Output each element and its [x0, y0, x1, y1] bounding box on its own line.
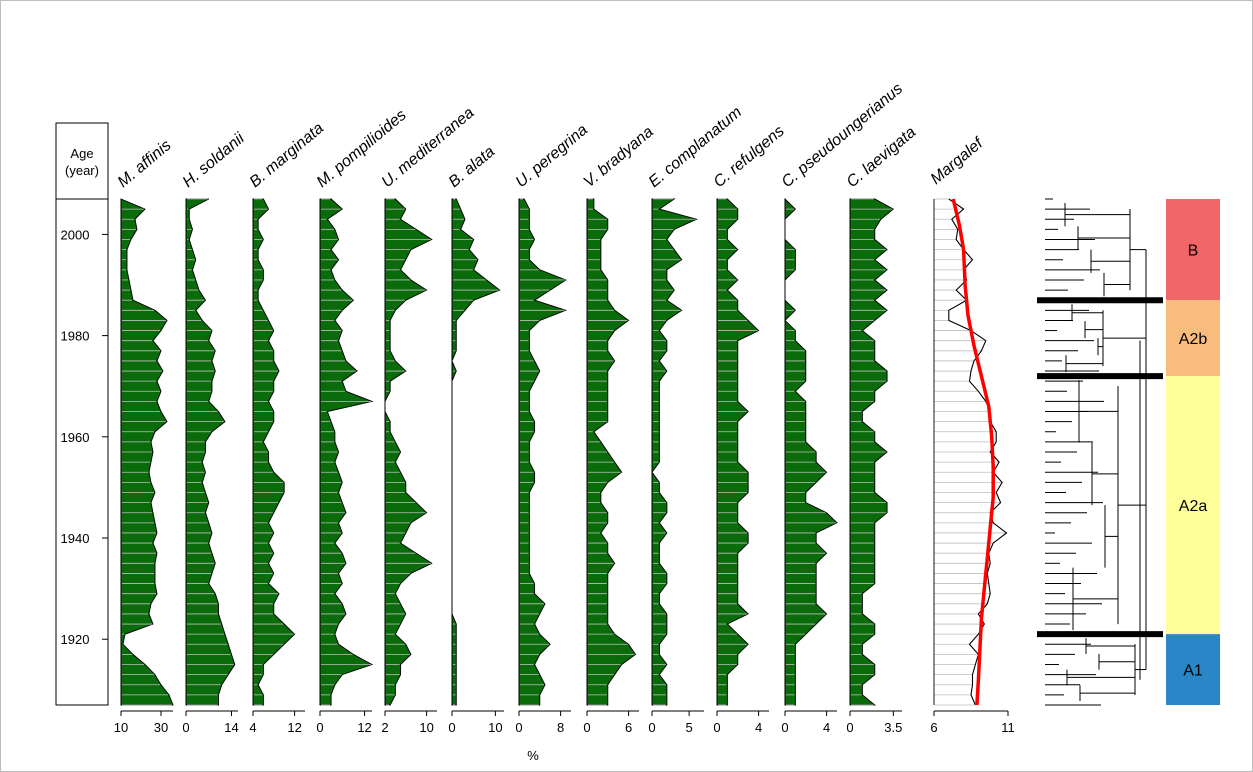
series-area: [716, 198, 760, 706]
series-area: [451, 198, 501, 706]
zone-band: [1166, 376, 1220, 635]
x-tick-label: 3.5: [884, 720, 902, 735]
zone-band: [1166, 199, 1220, 301]
diversity-trend-line: [951, 198, 995, 706]
x-tick-label: 30: [154, 720, 168, 735]
x-tick-label: 6: [930, 720, 937, 735]
zone-label: A2a: [1179, 498, 1208, 515]
x-tick-label: 4: [823, 720, 830, 735]
x-tick-label: 10: [419, 720, 433, 735]
series-area: [518, 198, 568, 706]
x-tick-label: 0: [583, 720, 590, 735]
x-tick-label: 0: [448, 720, 455, 735]
zone-label: B: [1188, 243, 1199, 260]
age-tick-label: 1920: [61, 632, 90, 647]
x-unit-label: %: [527, 748, 539, 763]
zone-label: A2b: [1179, 331, 1208, 348]
age-tick-label: 1980: [61, 329, 90, 344]
x-tick-label: 2: [381, 720, 388, 735]
age-tick-label: 2000: [61, 227, 90, 242]
series-title: C. pseudoungerianus: [779, 80, 906, 191]
x-tick-label: 6: [625, 720, 632, 735]
series-title: M. affinis: [115, 137, 175, 191]
series-area: [185, 198, 236, 706]
age-axis-label-unit: (year): [65, 163, 99, 178]
series-title: Margalef: [928, 134, 988, 188]
series-area: [252, 198, 296, 706]
cluster-dendrogram: [1045, 198, 1147, 706]
x-tick-label: 0: [316, 720, 323, 735]
age-tick-label: 1960: [61, 430, 90, 445]
series-title: V. bradyana: [581, 123, 657, 191]
x-tick-label: 0: [515, 720, 522, 735]
x-tick-label: 0: [846, 720, 853, 735]
zone-label: A1: [1183, 663, 1203, 680]
x-tick-label: 0: [648, 720, 655, 735]
zone-column: B A2b A2a A1: [1037, 199, 1220, 705]
age-axis: Age (year) 2000 1980 1960 1940 1920: [55, 122, 109, 706]
x-tick-label: 12: [287, 720, 301, 735]
series-title: H. soldanii: [180, 130, 248, 191]
age-axis-box: [55, 198, 109, 706]
zone-band: [1166, 634, 1220, 705]
series-title: U. peregrina: [513, 121, 591, 191]
x-tick-label: 10: [114, 720, 128, 735]
x-tick-label: 0: [182, 720, 189, 735]
x-tick-label: 12: [357, 720, 371, 735]
x-tick-label: 10: [488, 720, 502, 735]
age-tick-label: 1940: [61, 531, 90, 546]
series-area: [384, 198, 433, 706]
age-axis-label: Age: [70, 146, 93, 161]
series-area: [586, 198, 637, 706]
x-tick-label: 5: [686, 720, 693, 735]
x-tick-label: 4: [249, 720, 256, 735]
age-header-box: [55, 122, 109, 200]
x-tick-label: 0: [781, 720, 788, 735]
series-area: [651, 198, 698, 706]
x-tick-label: 11: [1001, 720, 1015, 735]
series-title: B. alata: [446, 143, 499, 191]
x-tick-label: 0: [713, 720, 720, 735]
x-tick-label: 8: [557, 720, 564, 735]
x-tick-label: 14: [224, 720, 238, 735]
zone-band: [1166, 300, 1220, 377]
series-area: [319, 198, 374, 706]
x-tick-label: 4: [755, 720, 762, 735]
